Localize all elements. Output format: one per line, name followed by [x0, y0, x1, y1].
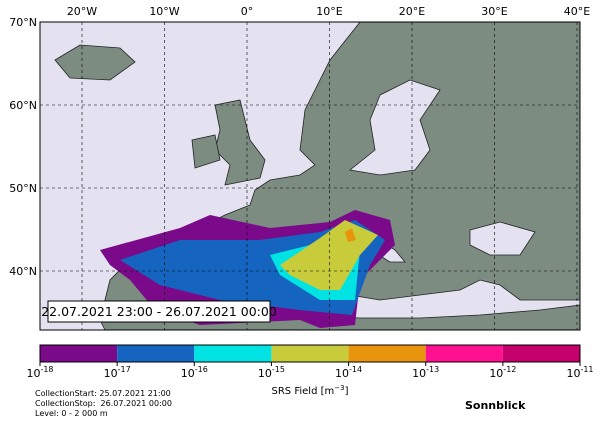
colorbar-tick-label: 10-12: [489, 365, 516, 380]
colorbar-segment: [117, 345, 195, 362]
tick-base: 10: [412, 367, 426, 380]
tick-base: 10: [181, 367, 195, 380]
colorbar-segment: [348, 345, 426, 362]
tick-exponent: -18: [40, 365, 53, 374]
lat-tick-label: 70°N: [9, 16, 37, 29]
tick-base: 10: [258, 367, 272, 380]
baltic-sea: [349, 79, 441, 176]
station-name: Sonnblick: [465, 399, 526, 412]
tick-base: 10: [104, 367, 118, 380]
tick-exponent: -12: [503, 365, 516, 374]
tick-exponent: -13: [426, 365, 439, 374]
tick-exponent: -15: [272, 365, 285, 374]
great-britain: [214, 99, 266, 186]
tick-exponent: -16: [195, 365, 208, 374]
lon-tick-label: 20°W: [67, 5, 97, 18]
colorbar: 10-18 10-17 10-16 10-15 10-14 10-13 10-12 10-11…: [26, 344, 594, 397]
tick-base: 10: [26, 367, 40, 380]
footer-line: Level: 0 - 2 000 m: [35, 409, 108, 418]
colorbar-tick-label: 10-17: [104, 365, 131, 380]
black-sea: [469, 221, 536, 256]
label-suffix: ]: [345, 386, 349, 397]
colorbar-segment: [40, 345, 118, 362]
lon-tick-label: 40°E: [564, 5, 590, 18]
time-range: 22.07.2021 23:00 - 26.07.2021 00:00: [41, 304, 277, 319]
lon-tick-label: 10°E: [316, 5, 342, 18]
tick-exponent: -17: [118, 365, 131, 374]
colorbar-frame: [39, 344, 581, 363]
colorbar-tick-label: 10-14: [335, 365, 362, 380]
colorbar-tick-label: 10-15: [258, 365, 285, 380]
colorbar-segment: [271, 345, 349, 362]
tick-exponent: -14: [349, 365, 362, 374]
footer-line: CollectionStop: 26.07.2021 00:00: [35, 399, 172, 408]
iceland: [54, 44, 136, 81]
time-box: [47, 300, 271, 323]
tick-base: 10: [566, 367, 580, 380]
plume-1e-14: [345, 228, 356, 242]
colorbar-segment: [425, 345, 503, 362]
lat-tick-label: 50°N: [9, 182, 37, 195]
map-frame: [39, 21, 581, 331]
tick-base: 10: [335, 367, 349, 380]
colorbar-tick-label: 10-13: [412, 365, 439, 380]
footer-line: CollectionStart: 25.07.2021 21:00: [35, 389, 171, 398]
label-exponent: −3: [334, 384, 344, 392]
lat-tick-label: 40°N: [9, 265, 37, 278]
lon-tick-label: 0°: [241, 5, 254, 18]
tick-exponent: -11: [580, 365, 593, 374]
colorbar-tick-label: 10-18: [26, 365, 53, 380]
ireland: [191, 134, 221, 169]
label-text: SRS Field [m: [272, 386, 335, 397]
colorbar-tick-label: 10-11: [566, 365, 593, 380]
colorbar-segment: [502, 345, 580, 362]
map-area: 22.07.2021 23:00 - 26.07.2021 00:00: [39, 21, 581, 331]
colorbar-segment: [194, 345, 272, 362]
lat-tick-label: 60°N: [9, 99, 37, 112]
lon-tick-label: 10°W: [149, 5, 179, 18]
colorbar-tick-label: 10-16: [181, 365, 208, 380]
lon-tick-label: 30°E: [481, 5, 507, 18]
lon-tick-label: 20°E: [399, 5, 425, 18]
colorbar-label: SRS Field [m−3]: [272, 384, 349, 397]
tick-base: 10: [489, 367, 503, 380]
